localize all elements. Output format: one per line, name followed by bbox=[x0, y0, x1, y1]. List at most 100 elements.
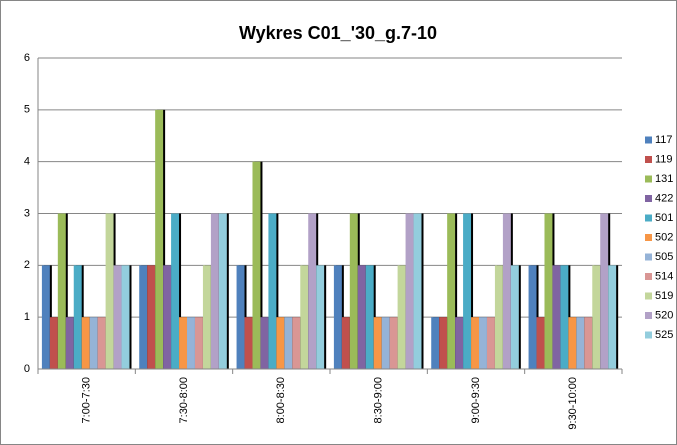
bar bbox=[194, 317, 203, 369]
bar bbox=[81, 317, 90, 369]
bar bbox=[147, 265, 156, 369]
bar bbox=[397, 265, 406, 369]
bar bbox=[608, 265, 617, 369]
legend-label: 501 bbox=[655, 212, 673, 224]
bar bbox=[308, 213, 317, 369]
bar bbox=[552, 265, 561, 369]
bar bbox=[431, 317, 440, 369]
x-tick-label: 7:00-7:30 bbox=[81, 377, 93, 423]
legend-label: 502 bbox=[655, 231, 673, 243]
bar bbox=[463, 213, 472, 369]
legend-swatch bbox=[645, 253, 652, 261]
bar bbox=[89, 317, 98, 369]
bar bbox=[494, 265, 503, 369]
bar bbox=[576, 317, 585, 369]
legend-swatch bbox=[645, 156, 652, 163]
legend-swatch bbox=[645, 292, 652, 300]
legend-label: 520 bbox=[655, 309, 673, 321]
y-tick-label: 4 bbox=[24, 156, 30, 168]
bar bbox=[97, 317, 106, 369]
legend-label: 525 bbox=[655, 329, 673, 341]
x-tick-label: 9:30-10:00 bbox=[567, 377, 579, 430]
y-tick-label: 2 bbox=[24, 259, 30, 271]
bar bbox=[300, 265, 309, 369]
legend-label: 519 bbox=[655, 290, 673, 302]
bar bbox=[187, 317, 195, 369]
bar bbox=[528, 265, 537, 369]
bar bbox=[210, 213, 219, 369]
legend-swatch bbox=[645, 136, 652, 144]
bar bbox=[105, 213, 114, 369]
legend-label: 514 bbox=[655, 270, 673, 282]
bar bbox=[155, 109, 164, 369]
bar bbox=[568, 317, 577, 369]
bar bbox=[73, 265, 82, 369]
bar bbox=[218, 213, 227, 369]
bar bbox=[471, 317, 480, 369]
legend-swatch bbox=[645, 331, 652, 339]
bar bbox=[413, 213, 422, 369]
bar bbox=[244, 317, 253, 369]
bar bbox=[49, 317, 58, 369]
legend-swatch bbox=[645, 195, 652, 202]
bar bbox=[113, 265, 122, 369]
legend-swatch bbox=[645, 214, 652, 222]
bar bbox=[486, 317, 495, 369]
legend-swatch bbox=[645, 234, 652, 241]
legend-label: 131 bbox=[655, 173, 673, 185]
bar bbox=[544, 213, 553, 369]
bar bbox=[592, 265, 601, 369]
x-tick-label: 9:00-9:30 bbox=[470, 377, 482, 423]
x-tick-label: 8:00-8:30 bbox=[275, 377, 287, 423]
bar bbox=[349, 213, 358, 369]
bar bbox=[171, 213, 180, 369]
bar bbox=[252, 161, 261, 369]
bar bbox=[341, 317, 350, 369]
bar bbox=[284, 317, 293, 369]
y-tick-label: 1 bbox=[24, 311, 30, 323]
bar bbox=[560, 265, 569, 369]
chart-title: Wykres C01_'30_g.7-10 bbox=[239, 23, 437, 43]
bar bbox=[479, 317, 487, 369]
bar bbox=[268, 213, 277, 369]
bar bbox=[365, 265, 374, 369]
bar bbox=[57, 213, 66, 369]
bar bbox=[405, 213, 414, 369]
bar bbox=[333, 265, 342, 369]
bar bbox=[202, 265, 211, 369]
bar bbox=[447, 213, 456, 369]
bar bbox=[510, 265, 519, 369]
bar bbox=[455, 317, 464, 369]
bar bbox=[163, 265, 172, 369]
x-tick-label: 8:30-9:00 bbox=[373, 377, 385, 423]
y-tick-label: 0 bbox=[24, 363, 30, 375]
bar bbox=[139, 265, 148, 369]
bar bbox=[121, 265, 130, 369]
y-tick-label: 6 bbox=[24, 52, 30, 64]
legend-swatch bbox=[645, 273, 652, 280]
bar bbox=[316, 265, 325, 369]
bar bbox=[584, 317, 593, 369]
bar bbox=[389, 317, 398, 369]
bar bbox=[179, 317, 188, 369]
legend-label: 505 bbox=[655, 251, 673, 263]
legend-label: 119 bbox=[655, 153, 673, 165]
bar bbox=[292, 317, 301, 369]
y-tick-label: 5 bbox=[24, 104, 30, 116]
legend-swatch bbox=[645, 312, 652, 319]
bar bbox=[373, 317, 382, 369]
bar bbox=[260, 317, 269, 369]
y-tick-label: 3 bbox=[24, 207, 30, 219]
bar bbox=[276, 317, 285, 369]
legend-swatch bbox=[645, 175, 652, 183]
bar bbox=[357, 265, 366, 369]
bar bbox=[502, 213, 511, 369]
bar bbox=[236, 265, 245, 369]
bar bbox=[536, 317, 545, 369]
bar bbox=[439, 317, 448, 369]
bar bbox=[41, 265, 50, 369]
legend-label: 117 bbox=[655, 134, 673, 146]
legend-label: 422 bbox=[655, 192, 673, 204]
bar bbox=[600, 213, 609, 369]
